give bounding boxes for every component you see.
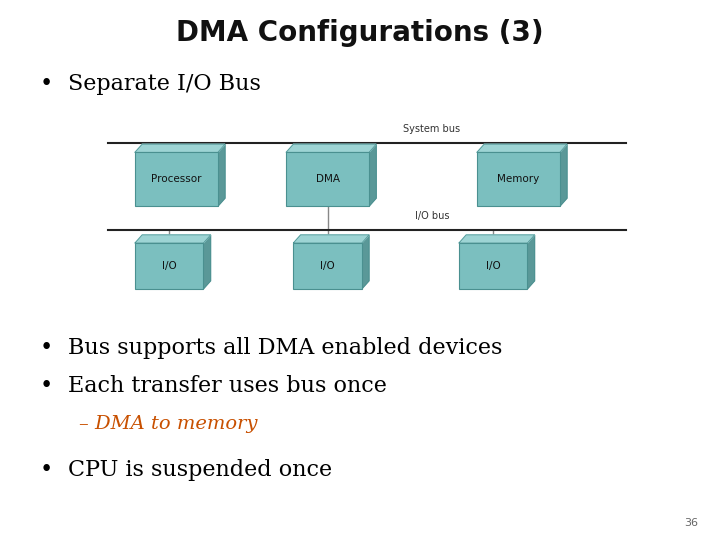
FancyBboxPatch shape	[135, 243, 203, 289]
Polygon shape	[294, 235, 369, 243]
Text: CPU is suspended once: CPU is suspended once	[68, 459, 333, 481]
Text: System bus: System bus	[403, 124, 461, 134]
Text: •: •	[40, 459, 53, 481]
Polygon shape	[135, 235, 210, 243]
FancyBboxPatch shape	[287, 152, 369, 206]
Text: – DMA to memory: – DMA to memory	[79, 415, 258, 433]
Polygon shape	[459, 235, 534, 243]
Polygon shape	[203, 235, 210, 289]
Text: •: •	[40, 338, 53, 359]
Text: Memory: Memory	[498, 174, 539, 184]
Text: DMA Configurations (3): DMA Configurations (3)	[176, 19, 544, 47]
Polygon shape	[362, 235, 369, 289]
Polygon shape	[560, 144, 567, 206]
Polygon shape	[135, 144, 225, 152]
Text: 36: 36	[685, 518, 698, 528]
Text: Each transfer uses bus once: Each transfer uses bus once	[68, 375, 387, 397]
Text: I/O bus: I/O bus	[415, 211, 449, 221]
Text: I/O: I/O	[320, 261, 335, 271]
Text: I/O: I/O	[486, 261, 500, 271]
Text: I/O: I/O	[162, 261, 176, 271]
Text: Separate I/O Bus: Separate I/O Bus	[68, 73, 261, 94]
Polygon shape	[527, 235, 534, 289]
Polygon shape	[287, 144, 377, 152]
FancyBboxPatch shape	[294, 243, 362, 289]
Polygon shape	[217, 144, 225, 206]
Text: DMA: DMA	[315, 174, 340, 184]
FancyBboxPatch shape	[477, 152, 560, 206]
Polygon shape	[369, 144, 377, 206]
Text: Bus supports all DMA enabled devices: Bus supports all DMA enabled devices	[68, 338, 503, 359]
FancyBboxPatch shape	[459, 243, 527, 289]
Polygon shape	[477, 144, 567, 152]
Text: Processor: Processor	[151, 174, 202, 184]
Text: •: •	[40, 375, 53, 397]
FancyBboxPatch shape	[135, 152, 217, 206]
Text: •: •	[40, 73, 53, 94]
